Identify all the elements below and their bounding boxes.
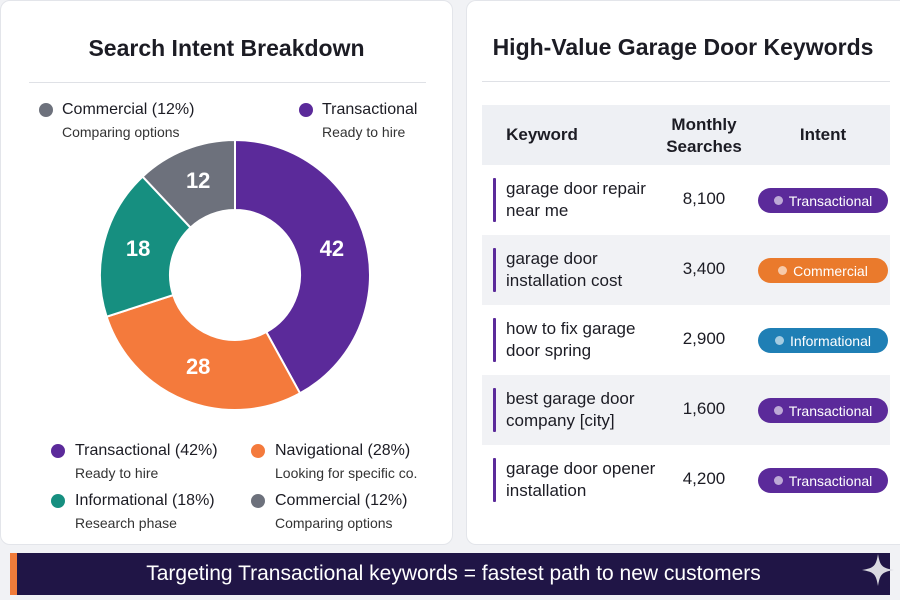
keyword-cell: garage door opener installation (506, 459, 656, 500)
row-accent (493, 178, 496, 222)
intent-pill: Informational (758, 328, 888, 353)
donut-slice (99, 175, 192, 318)
table-row: garage door repair near me 8,100 Transacti… (482, 165, 890, 235)
legend-dot (251, 444, 265, 458)
donut-slice (141, 138, 236, 230)
donut-slice (234, 138, 371, 395)
table-row: best garage door company [city] 1,600 Tran… (482, 375, 890, 445)
intent-pill: Transactional (758, 188, 888, 213)
legend-note: Looking for specific co. (275, 465, 418, 481)
searches-cell: 1,600 (682, 399, 726, 418)
row-accent (493, 458, 496, 502)
slice-label: 18 (126, 236, 150, 261)
intent-label: Transactional (788, 472, 873, 489)
annotation-note: Comparing options (62, 124, 180, 140)
table-row: garage door opener installation 4,200 Tran… (482, 445, 890, 515)
legend-label: Navigational (28%) (275, 442, 411, 459)
sparkle-icon (862, 554, 894, 586)
legend-label: Commercial (12%) (275, 492, 408, 509)
divider (29, 82, 426, 83)
searches-cell: 3,400 (682, 259, 726, 278)
keyword-cell: garage door repair near me (506, 179, 646, 220)
annotation-text: Commercial (12%) (62, 101, 195, 118)
keyword-cell: garage door installation cost (506, 249, 623, 290)
chart-title: Search Intent Breakdown (88, 35, 365, 61)
pill-dot (775, 336, 785, 345)
header-cell: Monthly Searches (666, 115, 742, 156)
intent-pill: Transactional (758, 468, 888, 493)
table-row: how to fix garage door spring 2,900 Inform… (482, 305, 890, 375)
banner-text: Targeting Transactional keywords = faste… (146, 562, 761, 585)
table-row: garage door installation cost 3,400 Commer… (482, 235, 890, 305)
searches-cell: 2,900 (682, 329, 726, 348)
header-cell: Intent (799, 125, 847, 144)
chart-card: Search Intent Breakdown 42 28 18 12 Commerc… (0, 0, 453, 545)
donut-chart: 42 28 18 12 (99, 138, 371, 411)
slice-label: 42 (320, 236, 344, 261)
legend-dot (51, 494, 65, 508)
table-header: Keyword Monthly Searches Intent (482, 105, 890, 165)
annotation-note: Ready to hire (322, 124, 406, 140)
annotation-dot (39, 103, 53, 117)
keyword-cell: best garage door company [city] (506, 389, 635, 430)
header-cell: Keyword (506, 125, 578, 144)
intent-label: Transactional (788, 192, 873, 209)
annotation-dot (299, 103, 313, 117)
donut-slice (105, 293, 302, 411)
searches-cell: 4,200 (682, 469, 726, 488)
intent-pill: Commercial (758, 258, 888, 283)
slice-label: 28 (186, 354, 210, 379)
legend-note: Comparing options (275, 515, 393, 531)
pill-dot (773, 196, 783, 205)
intent-label: Commercial (793, 262, 868, 279)
table-title: High-Value Garage Door Keywords (492, 34, 874, 60)
searches-cell: 8,100 (682, 189, 726, 208)
pill-dot (778, 266, 788, 275)
pill-dot (773, 476, 783, 485)
row-accent (493, 318, 496, 362)
intent-label: Transactional (788, 402, 873, 419)
intent-pill: Transactional (758, 398, 888, 423)
annotation-text: Transactional (322, 101, 418, 118)
legend-label: Transactional (42%) (75, 442, 218, 459)
keyword-cell: how to fix garage door spring (506, 319, 636, 360)
pill-dot (773, 406, 783, 415)
legend-note: Ready to hire (75, 465, 159, 481)
row-accent (493, 248, 496, 292)
intent-label: Informational (790, 332, 871, 349)
banner: Targeting Transactional keywords = faste… (10, 553, 890, 595)
row-accent (493, 388, 496, 432)
legend-note: Research phase (75, 515, 177, 531)
slice-label: 12 (186, 168, 210, 193)
legend-label: Informational (18%) (75, 492, 215, 509)
legend-dot (251, 494, 265, 508)
divider (482, 81, 890, 82)
legend-dot (51, 444, 65, 458)
